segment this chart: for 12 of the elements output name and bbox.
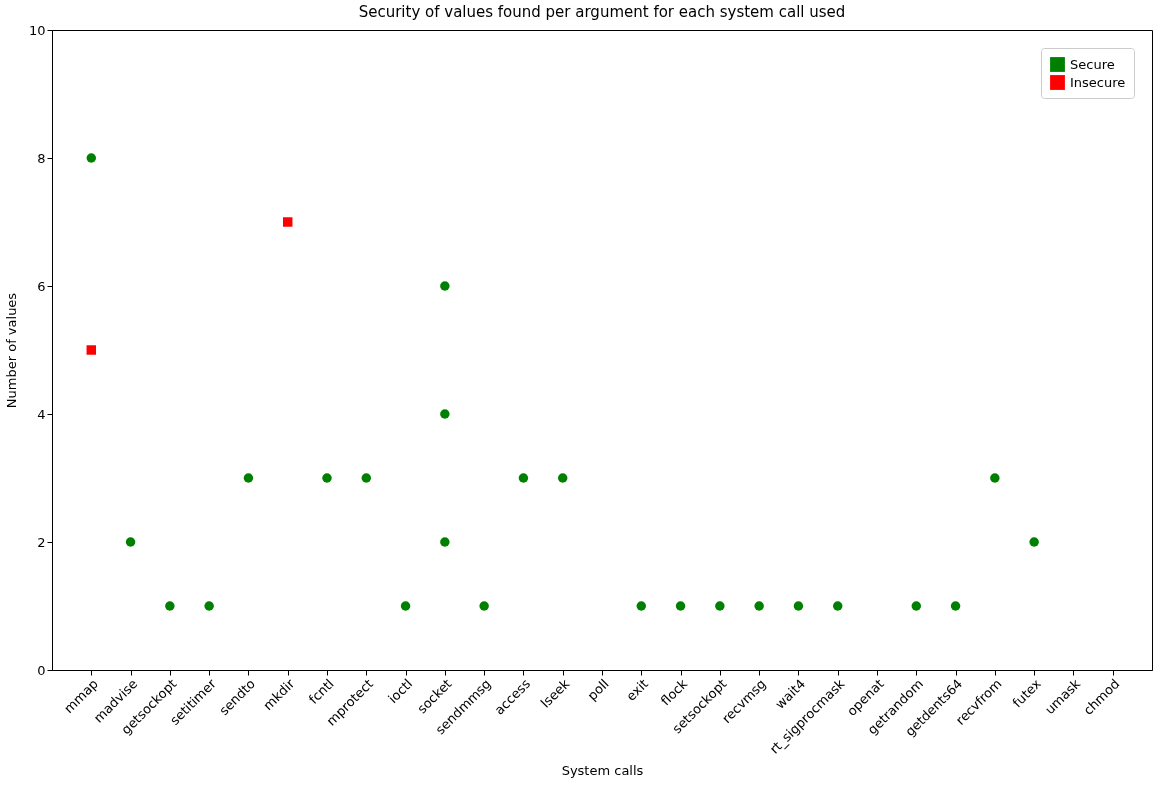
legend-label: Secure [1070,56,1115,72]
legend-label: Insecure [1070,74,1126,90]
y-tick-label: 6 [37,278,46,294]
y-tick-label: 2 [37,534,46,550]
y-axis-title: Number of values [3,292,19,409]
y-tick-label: 4 [37,406,46,422]
x-axis-title: System calls [561,762,644,778]
x-tick-label: exit [623,676,651,704]
chart-title: Security of values found per argument for each system call used [358,3,846,21]
y-tick-label: 0 [37,662,46,678]
y-tick-label: 8 [37,150,46,166]
y-tick-label: 10 [28,22,46,38]
